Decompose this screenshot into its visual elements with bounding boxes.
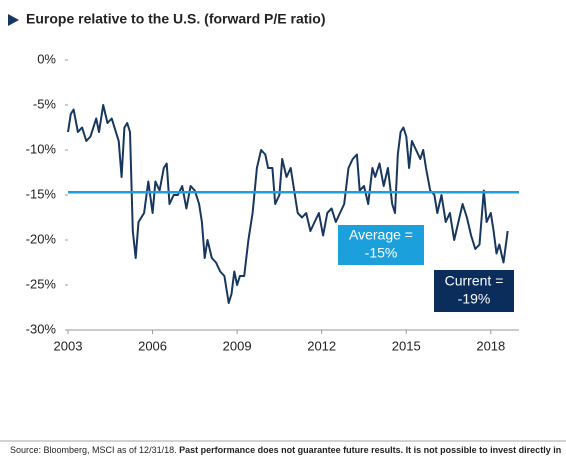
current-box xyxy=(434,270,514,312)
source: Source: Bloomberg, MSCI as of 12/31/18. … xyxy=(10,445,561,455)
average-label: Average = xyxy=(349,227,413,243)
average-box xyxy=(338,225,424,265)
y-tick-label: -25% xyxy=(26,276,57,291)
source-text: Source: Bloomberg, MSCI as of 12/31/18. xyxy=(10,445,177,455)
x-tick-label: 2012 xyxy=(307,338,336,353)
disclaimer: Past performance does not guarantee futu… xyxy=(179,445,561,455)
x-tick-label: 2006 xyxy=(138,338,167,353)
average-label: -15% xyxy=(365,245,398,261)
y-tick-label: -10% xyxy=(26,141,57,156)
x-tick-label: 2009 xyxy=(223,338,252,353)
y-tick-label: 0% xyxy=(37,51,56,66)
title-icon xyxy=(8,14,19,26)
chart-title: Europe relative to the U.S. (forward P/E… xyxy=(26,11,326,27)
x-tick-label: 2015 xyxy=(392,338,421,353)
y-tick-label: -5% xyxy=(33,96,57,111)
y-tick-label: -20% xyxy=(26,231,57,246)
y-tick-label: -30% xyxy=(26,321,57,336)
y-tick-label: -15% xyxy=(26,186,57,201)
current-label: -19% xyxy=(458,291,491,307)
x-tick-label: 2003 xyxy=(54,338,83,353)
x-tick-label: 2018 xyxy=(476,338,505,353)
current-label: Current = xyxy=(445,273,504,289)
